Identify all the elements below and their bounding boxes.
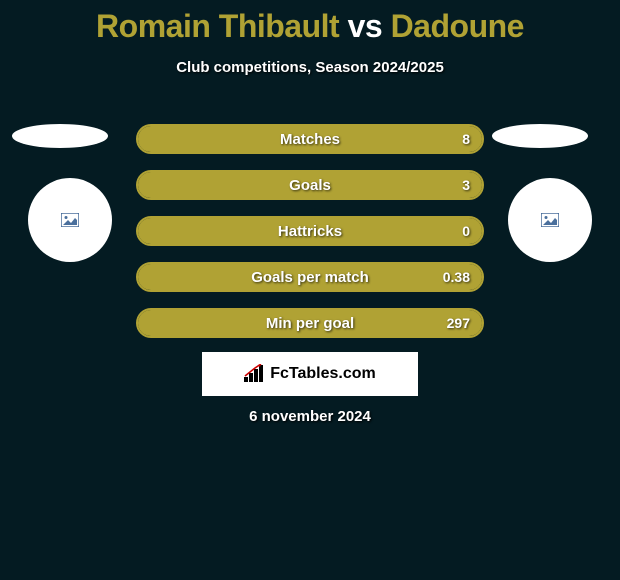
branding-text: FcTables.com — [270, 365, 376, 383]
stat-value-right: 0.38 — [443, 264, 470, 290]
stat-row: Goals3 — [136, 170, 484, 200]
title-player1: Romain Thibault — [96, 8, 339, 44]
stat-value-right: 297 — [447, 310, 470, 336]
stat-row: Matches8 — [136, 124, 484, 154]
page-title: Romain Thibault vs Dadoune — [0, 0, 620, 45]
stat-value-right: 8 — [462, 126, 470, 152]
branding-badge: FcTables.com — [202, 352, 418, 396]
stat-row: Hattricks0 — [136, 216, 484, 246]
date-line: 6 november 2024 — [0, 408, 620, 425]
comparison-bars: Matches8Goals3Hattricks0Goals per match0… — [136, 124, 484, 354]
stat-label: Goals per match — [138, 264, 482, 290]
placeholder-icon — [541, 213, 559, 227]
player-right-oval — [492, 124, 588, 148]
stat-row: Goals per match0.38 — [136, 262, 484, 292]
title-player2: Dadoune — [391, 8, 524, 44]
stat-label: Matches — [138, 126, 482, 152]
stat-value-right: 0 — [462, 218, 470, 244]
stat-value-right: 3 — [462, 172, 470, 198]
title-vs: vs — [348, 8, 383, 44]
player-left-badge — [28, 178, 112, 262]
player-left-oval — [12, 124, 108, 148]
chart-icon — [244, 364, 266, 384]
stat-label: Min per goal — [138, 310, 482, 336]
stat-label: Goals — [138, 172, 482, 198]
placeholder-icon — [61, 213, 79, 227]
stat-row: Min per goal297 — [136, 308, 484, 338]
subtitle: Club competitions, Season 2024/2025 — [0, 59, 620, 76]
player-right-badge — [508, 178, 592, 262]
stat-label: Hattricks — [138, 218, 482, 244]
